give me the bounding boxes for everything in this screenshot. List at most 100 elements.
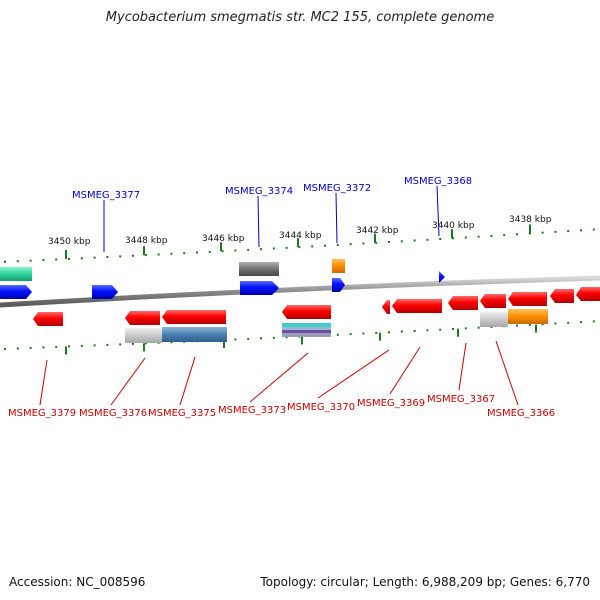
gene-arrow-reverse[interactable]: [392, 299, 442, 313]
scale-dot: [516, 324, 518, 327]
gene-label-msmeg-3368[interactable]: MSMEG_3368: [404, 176, 472, 187]
gray-feature[interactable]: [239, 262, 279, 276]
gene-label-msmeg-3377[interactable]: MSMEG_3377: [72, 190, 140, 201]
gene-arrow-forward[interactable]: [92, 285, 118, 299]
gene-arrow-reverse[interactable]: [508, 292, 547, 306]
gene-labels-bottom: MSMEG_3379 MSMEG_3376 MSMEG_3375 MSMEG_3…: [8, 340, 555, 419]
gray-feature[interactable]: [480, 312, 508, 327]
gene-arrow-forward[interactable]: [240, 281, 279, 295]
scale-dot: [29, 346, 32, 349]
scale-dot: [554, 230, 557, 233]
gene-arrow-reverse[interactable]: [125, 311, 160, 325]
gene-arrow-forward[interactable]: [332, 278, 345, 292]
gene-label-msmeg-3367[interactable]: MSMEG_3367: [427, 394, 495, 405]
scale-label-3446: 3446 kbp: [202, 234, 245, 244]
scale-dot: [388, 331, 390, 334]
scale-dot: [349, 333, 352, 336]
steelblue-feature[interactable]: [162, 327, 227, 342]
scale-dot: [477, 235, 480, 238]
leader-line: [436, 185, 440, 237]
orange-feature[interactable]: [332, 259, 345, 273]
scale-dot: [208, 250, 211, 253]
gene-arrow-reverse[interactable]: [550, 289, 574, 303]
gray-feature[interactable]: [125, 328, 162, 343]
accession-label: Accession: NC_008596: [9, 575, 146, 589]
scale-dot: [247, 337, 250, 340]
orange-feature[interactable]: [508, 309, 548, 324]
leader-line: [179, 356, 196, 406]
scale-dot: [580, 321, 582, 324]
gene-label-msmeg-3370[interactable]: MSMEG_3370: [287, 402, 355, 413]
scale-dot: [144, 342, 147, 345]
scale-dot: [324, 244, 326, 247]
scale-dot: [42, 259, 45, 262]
leader-line: [257, 195, 260, 248]
scale-label-3438: 3438 kbp: [509, 215, 552, 225]
gene-arrow-forward[interactable]: [0, 285, 32, 299]
gene-arrow-reverse[interactable]: [382, 300, 390, 314]
scale-dot: [439, 238, 442, 240]
scale-dot: [260, 337, 262, 340]
gene-label-msmeg-3374[interactable]: MSMEG_3374: [225, 186, 293, 197]
leader-line: [249, 352, 309, 403]
scale-dot: [528, 324, 531, 326]
scale-dot: [68, 345, 70, 348]
gene-label-msmeg-3373[interactable]: MSMEG_3373: [218, 405, 286, 416]
scale-dot: [55, 258, 58, 261]
gene-label-msmeg-3372[interactable]: MSMEG_3372: [303, 183, 371, 194]
scale-dot: [234, 249, 237, 252]
gene-arrow-reverse[interactable]: [162, 310, 226, 324]
scale-dot: [413, 239, 416, 242]
scale-dot: [426, 329, 429, 332]
gene-label-msmeg-3375[interactable]: MSMEG_3375: [148, 408, 216, 419]
scale-dot: [106, 343, 109, 346]
scale-dot: [132, 254, 134, 257]
scale-dot: [196, 251, 198, 254]
scale-dot: [4, 260, 6, 263]
gene-arrow-reverse[interactable]: [33, 312, 63, 326]
teal-feature[interactable]: [0, 267, 32, 281]
gene-arrow-reverse[interactable]: [480, 294, 506, 308]
scale-dot: [285, 246, 288, 249]
multicolor-feature[interactable]: [282, 323, 331, 337]
scale-dot: [336, 333, 339, 336]
leader-line: [39, 359, 48, 406]
scale-dot: [16, 260, 19, 263]
scale-dot: [452, 328, 454, 330]
leader-line: [317, 349, 390, 399]
scale-dot: [375, 331, 378, 334]
leader-line: [389, 346, 421, 395]
scale-dot: [554, 322, 557, 325]
map-title: Mycobacterium smegmatis str. MC2 155, co…: [105, 10, 495, 25]
scale-dot: [464, 327, 467, 330]
topology-label: Topology: circular; Length: 6,988,209 bp…: [260, 575, 590, 589]
scale-dot: [311, 245, 314, 248]
scale-label-3440: 3440 kbp: [432, 221, 475, 231]
gene-arrow-reverse[interactable]: [576, 287, 600, 301]
scale-dot: [157, 253, 160, 256]
gene-arrow-reverse[interactable]: [448, 296, 478, 310]
scale-dot: [42, 346, 45, 349]
scale-dot: [490, 234, 493, 237]
scale-dot: [170, 252, 173, 255]
scale-dot: [4, 347, 6, 350]
leader-line: [335, 192, 338, 244]
scale-label-3444: 3444 kbp: [279, 231, 322, 241]
gene-arrow-reverse[interactable]: [282, 305, 331, 319]
scale-dot: [592, 320, 595, 323]
gene-label-msmeg-3376[interactable]: MSMEG_3376: [79, 408, 147, 419]
scale-dot: [16, 347, 19, 350]
scale-dot: [170, 341, 173, 344]
gene-label-msmeg-3366[interactable]: MSMEG_3366: [487, 408, 555, 419]
scale-dot: [388, 241, 390, 243]
gene-arrow-forward[interactable]: [439, 271, 445, 283]
scale-dot: [439, 328, 442, 331]
scale-dot: [567, 321, 570, 324]
scale-dot: [362, 242, 365, 245]
gene-label-msmeg-3369[interactable]: MSMEG_3369: [357, 398, 425, 409]
gene-label-msmeg-3379[interactable]: MSMEG_3379: [8, 408, 76, 419]
scale-dot: [375, 241, 378, 244]
scale-label-3448: 3448 kbp: [125, 236, 168, 246]
scale-dot: [183, 252, 186, 255]
